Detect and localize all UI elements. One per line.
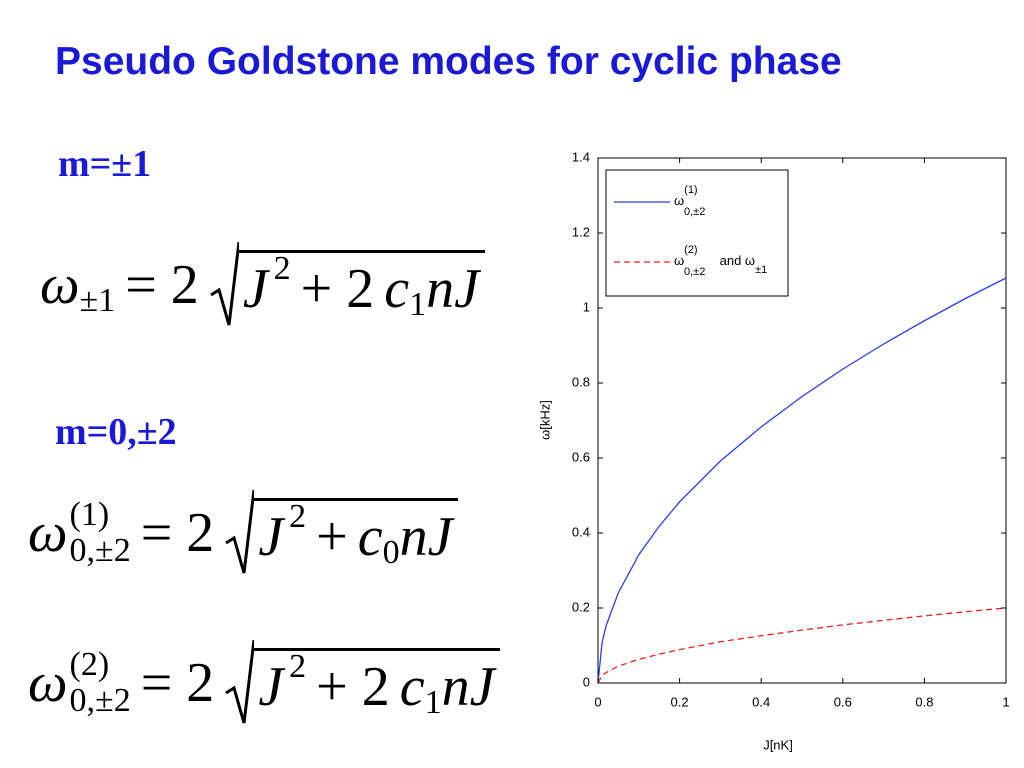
x-tick-label: 1 — [1002, 694, 1009, 709]
legend-part: ω — [674, 193, 684, 208]
equation: ω (1) 0,±2 = 2 J 2 + c 0 nJ — [28, 488, 459, 578]
equation: ω ±1 = 2 J 2 + 2 c 1 nJ — [40, 240, 485, 330]
eq-part: 2 — [289, 497, 307, 535]
legend-part: ±1 — [755, 264, 767, 276]
plot-frame — [597, 157, 1007, 684]
eq-part: + 2 — [300, 257, 375, 320]
eq-part: 0,±2 — [69, 682, 131, 719]
legend-part: ω — [674, 253, 684, 268]
eq-part: = 2 — [140, 652, 215, 714]
radical: J 2 + c 0 nJ — [224, 488, 459, 578]
radical: J 2 + 2 c 1 nJ — [209, 240, 485, 330]
eq-part: ω — [40, 254, 80, 316]
eq-part: (1) — [69, 496, 110, 533]
legend-part: (2) — [684, 244, 697, 256]
chart: J[nK] ω[kHz] ω(1) 0,±2 ω(2) 0,±2 and ω±1 0… — [540, 149, 1010, 752]
y-tick-label: 0.6 — [572, 449, 590, 464]
x-tick-label: 0.6 — [834, 694, 852, 709]
eq-part: nJ — [399, 505, 453, 568]
eq-part: 1 — [424, 683, 442, 721]
heading: m=0,±2 — [55, 411, 177, 453]
x-tick-label: 0.8 — [915, 694, 933, 709]
eq-part: J — [258, 655, 284, 718]
eq-part: (2) — [69, 646, 110, 683]
eq-part: 1 — [409, 285, 427, 323]
series-line — [597, 277, 1007, 684]
eq-part: ω — [28, 652, 68, 714]
y-tick-label: 0 — [583, 674, 590, 689]
eq-part: 2 — [289, 647, 307, 685]
eq-part: J — [258, 505, 284, 568]
x-axis-label: J[nK] — [763, 737, 793, 752]
legend-part: and ω — [716, 253, 755, 268]
legend-part: (1) — [684, 184, 697, 196]
y-axis-label: ω[kHz] — [540, 400, 552, 440]
y-tick-label: 0.4 — [572, 524, 590, 539]
eq-part: + 2 — [316, 655, 390, 718]
radical-sign — [210, 241, 239, 326]
y-tick-label: 1.2 — [572, 224, 590, 239]
y-tick-label: 0.8 — [572, 374, 590, 389]
y-tick-label: 1.4 — [572, 149, 590, 164]
eq-part: = 2 — [125, 254, 199, 316]
heading: m=±1 — [58, 143, 152, 185]
slide-title: Pseudo Goldstone modes for cyclic phase — [55, 40, 842, 83]
legend-label: ω(2) 0,±2 and ω±1 — [674, 244, 767, 278]
equation: ω (2) 0,±2 = 2 J 2 + 2 c 1 nJ — [28, 638, 501, 728]
radical-sign — [225, 639, 255, 724]
eq-part: c — [384, 257, 410, 320]
legend-part: 0,±2 — [684, 206, 705, 218]
x-tick-label: 0.2 — [671, 694, 689, 709]
eq-part: J — [242, 257, 268, 320]
x-tick-label: 0.4 — [752, 694, 770, 709]
eq-part: c — [357, 505, 383, 568]
series-line — [597, 607, 1007, 684]
eq-part: nJ — [441, 655, 495, 718]
legend-part: 0,±2 — [684, 266, 705, 278]
eq-part: nJ — [426, 257, 479, 320]
eq-part: ±1 — [79, 282, 116, 319]
y-tick-label: 1 — [583, 299, 590, 314]
x-tick-label: 0 — [594, 694, 601, 709]
radical-sign — [225, 489, 255, 574]
legend-box — [605, 169, 789, 297]
eq-part: ω — [28, 502, 68, 564]
eq-part: 0,±2 — [69, 532, 131, 569]
eq-part: + — [316, 505, 348, 568]
y-tick-label: 0.2 — [572, 599, 590, 614]
radical: J 2 + 2 c 1 nJ — [224, 638, 501, 728]
eq-part: 0 — [382, 533, 400, 571]
legend-label: ω(1) 0,±2 — [674, 184, 705, 218]
eq-part: 2 — [273, 249, 291, 287]
eq-part: = 2 — [140, 502, 215, 564]
eq-part: c — [399, 655, 425, 718]
